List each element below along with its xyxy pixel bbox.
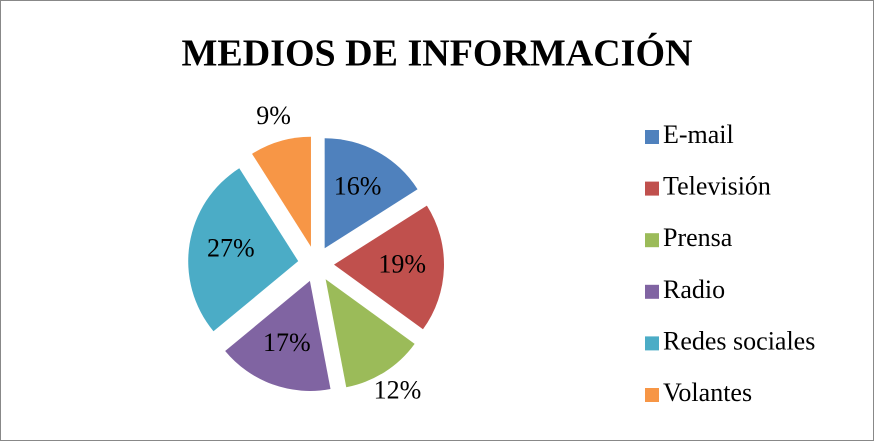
data-label: 9% (256, 101, 291, 130)
pie-slice (225, 280, 331, 391)
legend-swatch (645, 130, 659, 144)
data-label: 19% (378, 250, 426, 279)
legend-swatch (645, 336, 659, 351)
legend-label: E-mail (663, 120, 734, 149)
data-label: 12% (374, 375, 422, 404)
chart-title: MEDIOS DE INFORMACIÓN (182, 33, 693, 75)
pie-slice (325, 279, 415, 388)
legend-label: Redes sociales (663, 326, 815, 355)
legend-label: Radio (663, 275, 725, 304)
pie-slice (324, 138, 418, 249)
legend-label: Televisión (663, 172, 771, 201)
legend-label: Prensa (663, 223, 733, 252)
data-label: 17% (263, 328, 311, 357)
data-label: 16% (334, 171, 382, 200)
pie-slice (252, 136, 311, 247)
legend-label: Volantes (663, 378, 752, 407)
legend-swatch (645, 388, 659, 402)
legend-swatch (645, 284, 659, 299)
legend-swatch (645, 233, 659, 248)
pie-slice (333, 205, 444, 330)
data-label: 27% (207, 233, 255, 262)
legend-swatch (645, 181, 659, 196)
pie-slice (188, 168, 299, 332)
